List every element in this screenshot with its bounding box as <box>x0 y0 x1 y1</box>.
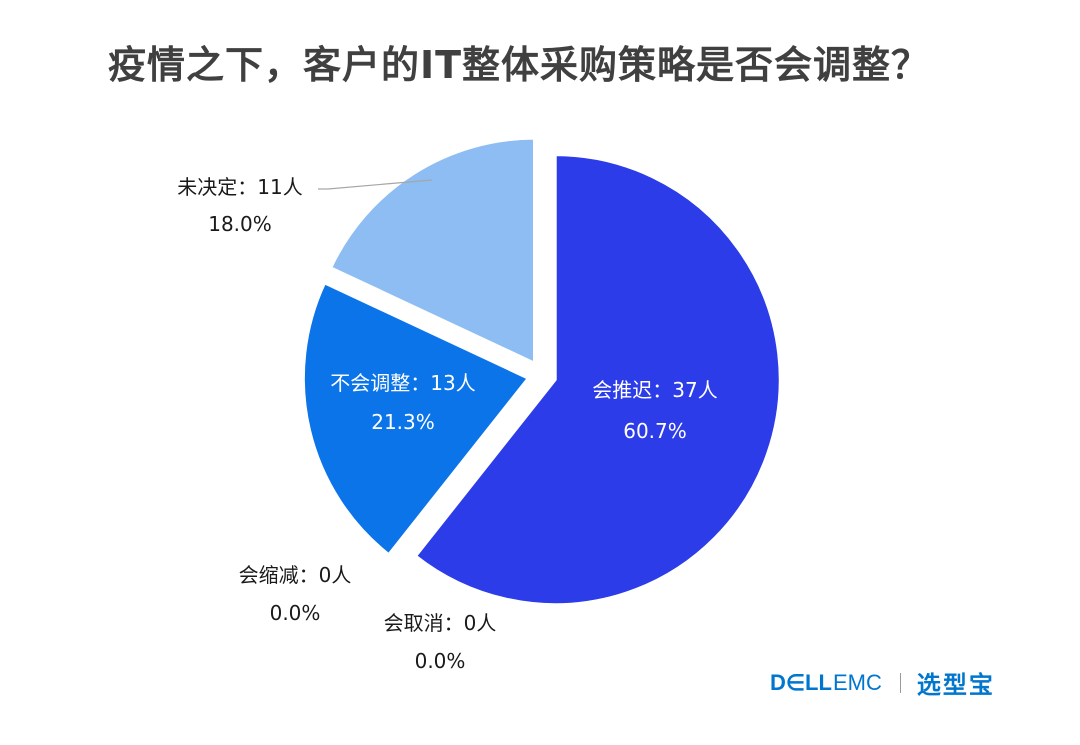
slice-4-percent-label: 18.0% <box>208 212 272 236</box>
partner-logo-text: 选型宝 <box>916 671 995 699</box>
dell-logo-text: D∈LL <box>770 669 832 695</box>
slice-4-label: 未决定：11人 <box>177 175 302 199</box>
slice-0-percent-label: 60.7% <box>623 419 687 443</box>
pie-slice-3 <box>301 280 531 557</box>
brand-logo: D∈LL EMC 选型宝 <box>770 665 995 700</box>
pie-slice-0 <box>413 153 782 607</box>
brand-divider <box>899 672 901 693</box>
emc-logo-text: EMC <box>832 669 882 695</box>
pie-slice-4 <box>328 136 536 366</box>
slice-1-percent-label: 0.0% <box>270 601 321 625</box>
slice-1-label: 会缩减：0人 <box>239 563 352 587</box>
slice-4-leader-line <box>318 179 433 190</box>
slice-2-percent-label: 0.0% <box>415 649 466 673</box>
slice-0-label: 会推迟：37人 <box>592 378 717 402</box>
slice-2-label: 会取消：0人 <box>384 611 497 635</box>
slice-3-label: 不会调整：13人 <box>330 371 475 395</box>
slice-labels: 会推迟：37人 60.7% 会缩减：0人 0.0% 会取消：0人 0.0% 不会调整：13人… <box>177 175 717 673</box>
leader-lines <box>318 179 433 190</box>
chart-title: 疫情之下，客户的IT整体采购策略是否会调整？ <box>108 43 931 87</box>
pie-slices <box>301 136 782 607</box>
slice-3-percent-label: 21.3% <box>371 410 435 434</box>
